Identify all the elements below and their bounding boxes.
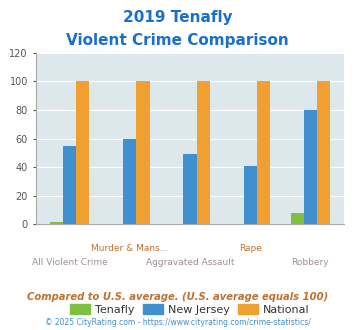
Text: Aggravated Assault: Aggravated Assault	[146, 258, 234, 267]
Bar	[50, 221, 63, 224]
Bar	[183, 154, 197, 224]
Bar	[317, 82, 330, 224]
Bar	[197, 82, 210, 224]
Text: All Violent Crime: All Violent Crime	[32, 258, 107, 267]
Legend: Tenafly, New Jersey, National: Tenafly, New Jersey, National	[68, 302, 312, 317]
Bar	[257, 82, 270, 224]
Text: Compared to U.S. average. (U.S. average equals 100): Compared to U.S. average. (U.S. average …	[27, 292, 328, 302]
Text: Violent Crime Comparison: Violent Crime Comparison	[66, 33, 289, 48]
Text: © 2025 CityRating.com - https://www.cityrating.com/crime-statistics/: © 2025 CityRating.com - https://www.city…	[45, 318, 310, 327]
Bar	[63, 146, 76, 224]
Bar	[290, 213, 304, 224]
Text: 2019 Tenafly: 2019 Tenafly	[123, 10, 232, 25]
Text: Robbery: Robbery	[291, 258, 329, 267]
Bar	[136, 82, 149, 224]
Bar	[76, 82, 89, 224]
Text: Murder & Mans...: Murder & Mans...	[91, 244, 168, 253]
Text: Rape: Rape	[239, 244, 262, 253]
Bar	[244, 166, 257, 224]
Bar	[304, 110, 317, 224]
Bar	[123, 139, 136, 224]
